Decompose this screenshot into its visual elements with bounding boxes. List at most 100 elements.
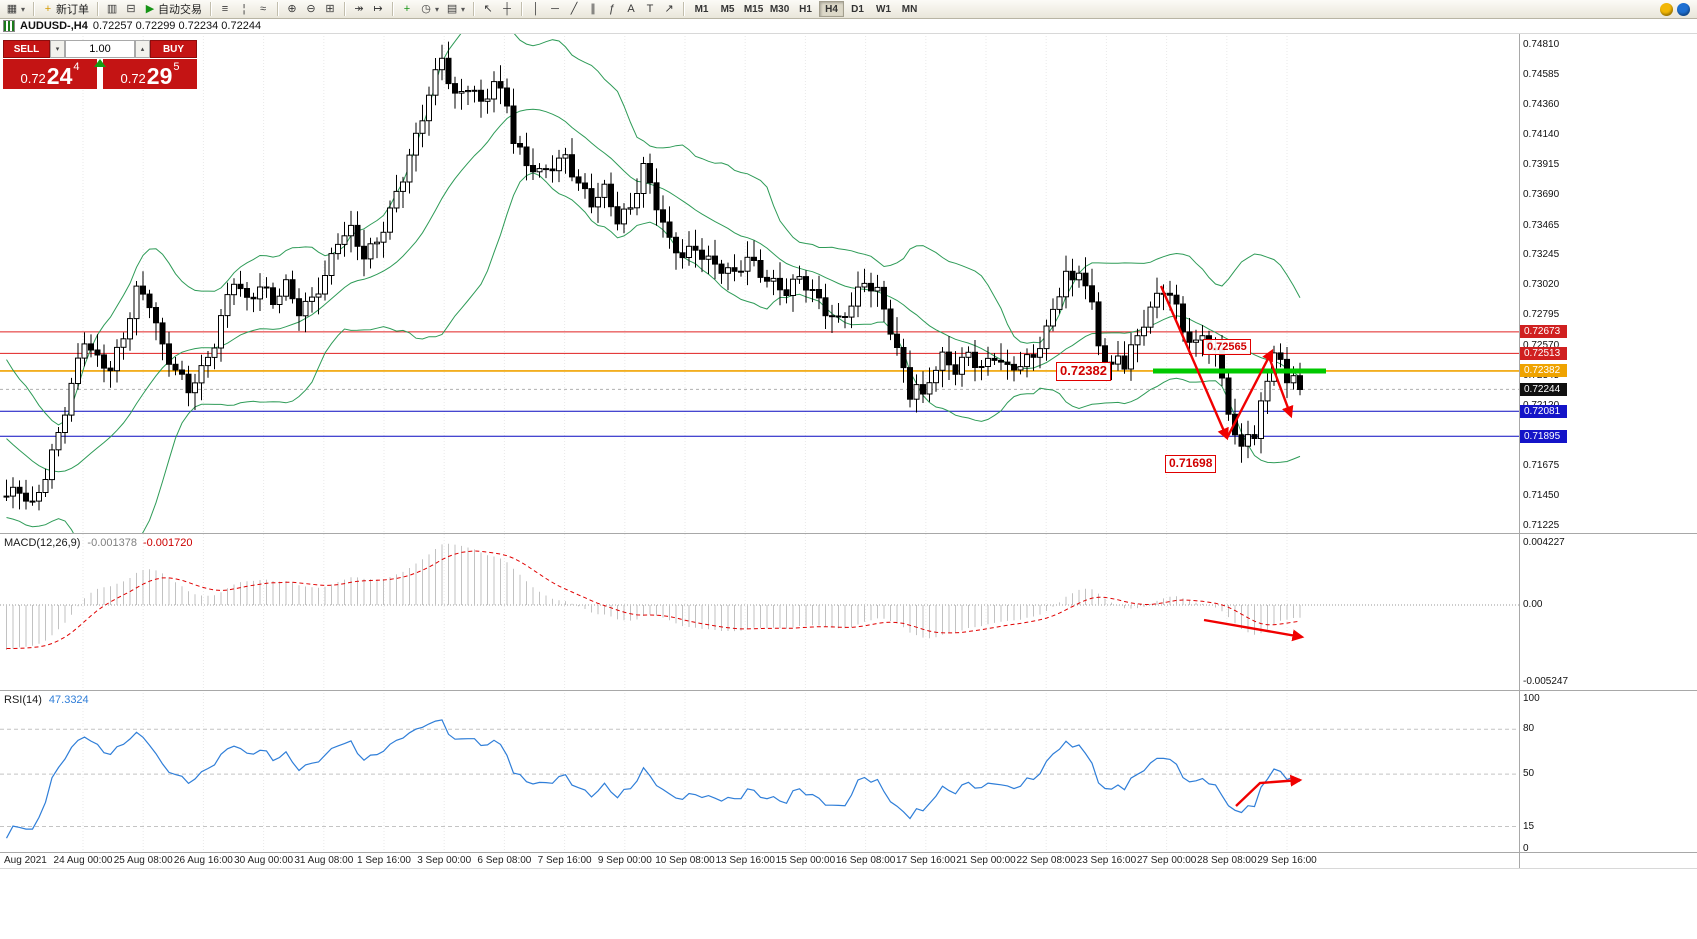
toolbar-separator <box>210 2 212 16</box>
price-annotation-label[interactable]: 0.71698 <box>1165 455 1217 473</box>
vertical-line-icon: │ <box>532 2 540 15</box>
fibonacci-icon: ƒ <box>608 2 616 15</box>
trend-arrow-annotation <box>1267 356 1294 419</box>
new-order-label: 新订单 <box>56 4 90 16</box>
tile-windows-button[interactable]: ⊞ <box>321 1 339 18</box>
buy-price-figure: 0.72 <box>120 71 146 86</box>
auto-scroll-button[interactable]: ↠ <box>350 1 368 18</box>
market-watch-button[interactable]: ▥ <box>103 1 121 18</box>
timeframe-h4-button[interactable]: H4 <box>819 1 845 17</box>
news-icon[interactable] <box>1660 2 1673 16</box>
toolbar-separator <box>521 2 523 16</box>
zoom-out-button[interactable]: ⊖ <box>302 1 320 18</box>
indicators-icon: + <box>403 2 411 15</box>
timeframe-m5-button[interactable]: M5 <box>715 1 740 17</box>
toolbar-separator <box>277 2 279 16</box>
crosshair-button[interactable]: ┼ <box>498 1 516 18</box>
buy-price-display[interactable]: 0.72 29 5 <box>103 59 197 89</box>
chart-window-icon <box>3 20 15 32</box>
candlestick-mode-button[interactable]: ¦ <box>235 1 253 18</box>
chart-shift-button[interactable]: ↦ <box>369 1 387 18</box>
terminal-icon: ⊟ <box>126 2 136 15</box>
equidistant-channel-icon: ∥ <box>590 2 596 15</box>
new-chart-dropdown[interactable]: ▾ <box>21 4 26 14</box>
bar-chart-mode-icon: ≡ <box>221 2 229 15</box>
timeframe-m1-button[interactable]: M1 <box>689 1 714 17</box>
rsi-group <box>0 719 1519 839</box>
macd-signal-line <box>6 550 1301 649</box>
horizontal-line-icon: ─ <box>551 2 559 15</box>
auto-scroll-icon: ↠ <box>354 2 364 15</box>
trend-line-icon: ╱ <box>570 2 578 15</box>
toolbar-right-icons <box>1660 2 1694 16</box>
sell-button[interactable]: SELL <box>3 40 50 58</box>
volume-input[interactable] <box>65 40 135 58</box>
new-chart-icon: ▦ <box>6 2 18 15</box>
timeframe-mn-button[interactable]: MN <box>897 1 922 17</box>
order-type-dropdown[interactable]: ▾ <box>50 40 65 58</box>
new-order-button[interactable]: + 新订单 <box>39 1 92 18</box>
text-icon: A <box>627 2 635 15</box>
price-annotation-label[interactable]: 0.72382 <box>1056 362 1111 381</box>
text-label-icon: T <box>646 2 654 15</box>
toolbar-separator <box>392 2 394 16</box>
cursor-icon: ↖ <box>483 2 493 15</box>
autotrading-label: 自动交易 <box>158 4 203 16</box>
chart-title-bar: AUDUSD-,H4 0.72257 0.72299 0.72234 0.722… <box>0 19 1697 33</box>
price-annotation-label[interactable]: 0.72565 <box>1203 339 1251 356</box>
indicators-button[interactable]: + <box>398 1 416 18</box>
trend-arrow-annotation <box>1203 618 1305 642</box>
zoom-in-icon: ⊕ <box>287 2 297 15</box>
timeframe-w1-button[interactable]: W1 <box>871 1 896 17</box>
volume-stepper[interactable]: ▴ <box>135 40 150 58</box>
toolbar-separator <box>683 2 685 16</box>
main-chart-group <box>0 33 1519 533</box>
chart-ohlc-values: 0.72257 0.72299 0.72234 0.72244 <box>92 20 262 32</box>
periods-dropdown[interactable]: ▾ <box>435 4 440 14</box>
buy-button[interactable]: BUY <box>150 40 197 58</box>
arrows-tool-button[interactable]: ↗ <box>660 1 678 18</box>
periods-icon: ◷ <box>421 2 431 15</box>
market-watch-icon: ▥ <box>106 2 118 15</box>
new-chart-button[interactable]: ▦ ▾ <box>3 1 28 18</box>
timeframe-d1-button[interactable]: D1 <box>845 1 870 17</box>
macd-group <box>0 543 1519 650</box>
bollinger-band-line <box>6 33 1301 426</box>
cursor-button[interactable]: ↖ <box>479 1 497 18</box>
trend-arrow-annotation <box>1235 774 1303 807</box>
zoom-in-button[interactable]: ⊕ <box>283 1 301 18</box>
bar-chart-mode-button[interactable]: ≡ <box>216 1 234 18</box>
tick-direction-icon <box>94 59 106 67</box>
sell-price-display[interactable]: 0.72 24 4 <box>3 59 97 89</box>
trend-line-button[interactable]: ╱ <box>565 1 583 18</box>
text-button[interactable]: A <box>622 1 640 18</box>
zoom-out-icon: ⊖ <box>306 2 316 15</box>
line-chart-mode-button[interactable]: ≈ <box>254 1 272 18</box>
autotrading-button[interactable]: ▶ 自动交易 <box>141 1 205 18</box>
sell-price-point: 4 <box>73 61 80 73</box>
support-zone-segment <box>1153 368 1326 374</box>
text-label-button[interactable]: T <box>641 1 659 18</box>
crosshair-icon: ┼ <box>503 2 511 15</box>
templates-button[interactable]: ▤ ▾ <box>443 1 468 18</box>
equidistant-channel-button[interactable]: ∥ <box>584 1 602 18</box>
terminal-button[interactable]: ⊟ <box>122 1 140 18</box>
vertical-line-button[interactable]: │ <box>527 1 545 18</box>
buy-price-pips: 29 <box>146 63 173 90</box>
timeframe-m15-button[interactable]: M15 <box>741 1 766 17</box>
timeframe-m30-button[interactable]: M30 <box>767 1 792 17</box>
horizontal-line-button[interactable]: ─ <box>546 1 564 18</box>
buy-price-point: 5 <box>173 61 180 73</box>
new-order-icon: + <box>44 2 52 15</box>
templates-dropdown[interactable]: ▾ <box>461 4 466 14</box>
sell-price-pips: 24 <box>46 63 73 90</box>
community-icon[interactable] <box>1677 2 1690 16</box>
periods-button[interactable]: ◷ ▾ <box>417 1 442 18</box>
fibonacci-button[interactable]: ƒ <box>603 1 621 18</box>
timeframe-h1-button[interactable]: H1 <box>793 1 818 17</box>
toolbar-separator <box>344 2 346 16</box>
toolbar-separator <box>33 2 35 16</box>
candlestick-mode-icon: ¦ <box>242 2 246 15</box>
